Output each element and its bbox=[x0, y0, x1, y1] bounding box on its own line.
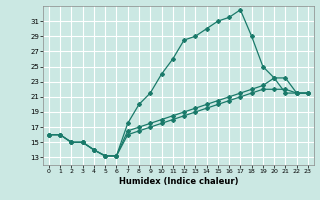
X-axis label: Humidex (Indice chaleur): Humidex (Indice chaleur) bbox=[119, 177, 238, 186]
